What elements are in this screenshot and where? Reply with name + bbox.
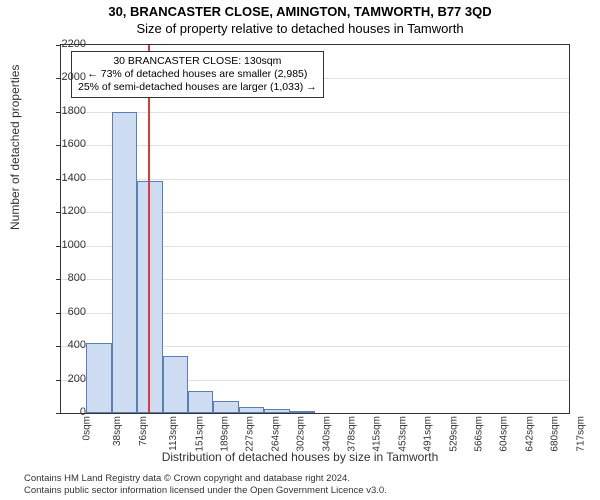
ytick-label: 1200 bbox=[62, 205, 86, 217]
histogram-bar bbox=[188, 391, 213, 413]
annotation-line2: ← 73% of detached houses are smaller (2,… bbox=[78, 68, 317, 81]
xtick-label: 453sqm bbox=[397, 416, 408, 452]
chart-plot-area: 30 BRANCASTER CLOSE: 130sqm ← 73% of det… bbox=[60, 44, 570, 414]
ytick-label: 800 bbox=[68, 272, 86, 284]
histogram-bar bbox=[239, 407, 264, 413]
ytick-mark bbox=[56, 313, 61, 314]
ytick-mark bbox=[56, 413, 61, 414]
ytick-mark bbox=[56, 112, 61, 113]
annotation-line1: 30 BRANCASTER CLOSE: 130sqm bbox=[78, 55, 317, 68]
ytick-mark bbox=[56, 212, 61, 213]
ytick-mark bbox=[56, 346, 61, 347]
footer-line2: Contains public sector information licen… bbox=[24, 485, 387, 496]
xtick-label: 529sqm bbox=[448, 416, 459, 452]
ytick-label: 200 bbox=[68, 373, 86, 385]
xtick-label: 415sqm bbox=[372, 416, 383, 452]
ytick-label: 1000 bbox=[62, 239, 86, 251]
ytick-mark bbox=[56, 78, 61, 79]
reference-line bbox=[148, 45, 150, 413]
xtick-label: 642sqm bbox=[524, 416, 535, 452]
histogram-bar bbox=[112, 112, 137, 413]
xtick-label: 113sqm bbox=[168, 416, 179, 451]
xtick-label: 717sqm bbox=[575, 416, 586, 452]
ytick-mark bbox=[56, 179, 61, 180]
ytick-mark bbox=[56, 246, 61, 247]
page-title-line1: 30, BRANCASTER CLOSE, AMINGTON, TAMWORTH… bbox=[0, 0, 600, 19]
y-axis-label: Number of detached properties bbox=[8, 65, 22, 230]
ytick-label: 400 bbox=[68, 339, 86, 351]
xtick-label: 264sqm bbox=[270, 416, 281, 452]
xtick-label: 680sqm bbox=[550, 416, 561, 452]
ytick-label: 600 bbox=[68, 306, 86, 318]
ytick-mark bbox=[56, 380, 61, 381]
x-axis-label: Distribution of detached houses by size … bbox=[0, 450, 600, 464]
xtick-label: 604sqm bbox=[499, 416, 510, 452]
annotation-box: 30 BRANCASTER CLOSE: 130sqm ← 73% of det… bbox=[71, 51, 324, 98]
histogram-bar bbox=[163, 356, 188, 413]
ytick-mark bbox=[56, 45, 61, 46]
gridline bbox=[61, 145, 569, 146]
ytick-mark bbox=[56, 145, 61, 146]
histogram-bar bbox=[264, 409, 289, 413]
xtick-label: 227sqm bbox=[245, 416, 256, 452]
xtick-label: 491sqm bbox=[423, 416, 434, 452]
page-title-line2: Size of property relative to detached ho… bbox=[0, 19, 600, 36]
xtick-label: 302sqm bbox=[296, 416, 307, 452]
ytick-label: 2000 bbox=[62, 71, 86, 83]
histogram-bar bbox=[213, 401, 238, 413]
xtick-label: 189sqm bbox=[220, 416, 231, 452]
ytick-label: 1800 bbox=[62, 105, 86, 117]
gridline bbox=[61, 112, 569, 113]
histogram-bar bbox=[290, 411, 315, 413]
xtick-label: 340sqm bbox=[321, 416, 332, 452]
xtick-label: 0sqm bbox=[81, 416, 92, 440]
ytick-label: 1600 bbox=[62, 138, 86, 150]
annotation-line3: 25% of semi-detached houses are larger (… bbox=[78, 81, 317, 94]
ytick-mark bbox=[56, 279, 61, 280]
xtick-label: 151sqm bbox=[194, 416, 205, 452]
xtick-label: 378sqm bbox=[347, 416, 358, 452]
ytick-label: 2200 bbox=[62, 38, 86, 50]
histogram-bar bbox=[86, 343, 111, 413]
xtick-label: 76sqm bbox=[138, 416, 149, 446]
footer-line1: Contains HM Land Registry data © Crown c… bbox=[24, 473, 350, 484]
ytick-label: 1400 bbox=[62, 172, 86, 184]
xtick-label: 566sqm bbox=[474, 416, 485, 452]
xtick-label: 38sqm bbox=[112, 416, 123, 446]
